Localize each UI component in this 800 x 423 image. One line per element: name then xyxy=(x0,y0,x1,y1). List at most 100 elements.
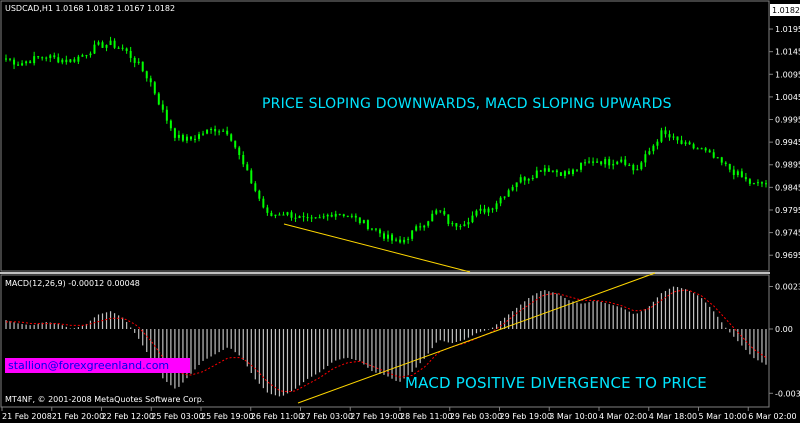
price-candle-body xyxy=(370,228,373,230)
price-candle-body xyxy=(37,56,40,58)
price-candle-body xyxy=(664,130,667,135)
price-candle-body xyxy=(724,162,727,165)
price-candle-body xyxy=(266,207,269,213)
price-candle-body xyxy=(246,164,249,171)
time-tick-label: 26 Feb 11:00 xyxy=(251,412,303,421)
price-candle-body xyxy=(459,226,462,228)
price-candle-body xyxy=(660,130,663,142)
price-candle-body xyxy=(306,217,309,219)
price-tick-label: 0.9745 xyxy=(775,229,800,238)
price-candle-body xyxy=(563,171,566,176)
time-tick-label: 21 Feb 2008 xyxy=(2,412,52,421)
price-candle-body xyxy=(407,238,410,240)
price-candle-body xyxy=(712,152,715,158)
price-candle-body xyxy=(169,120,172,129)
macd-series xyxy=(5,286,767,397)
price-candle-body xyxy=(202,133,205,135)
price-panel-frame xyxy=(0,0,770,272)
macd-tick-label: 0.00 xyxy=(775,325,793,334)
price-candle-body xyxy=(547,168,550,172)
macd-signal-line xyxy=(6,289,767,392)
price-candle-body xyxy=(89,53,92,56)
price-candle-body xyxy=(491,208,494,210)
price-candle-body xyxy=(382,233,385,239)
price-candle-body xyxy=(411,230,414,239)
price-candle-body xyxy=(668,134,671,138)
price-series xyxy=(5,36,767,245)
price-candle-body xyxy=(302,216,305,218)
price-candle-body xyxy=(604,159,607,165)
price-candle-body xyxy=(69,59,72,63)
price-candle-body xyxy=(435,210,438,214)
price-candle-body xyxy=(752,183,755,185)
price-tick-label: 0.9995 xyxy=(775,116,800,125)
price-candle-body xyxy=(314,217,317,219)
price-candle-body xyxy=(81,55,84,57)
price-candle-body xyxy=(620,159,623,162)
price-candle-body xyxy=(559,172,562,176)
price-candle-body xyxy=(447,214,450,224)
price-candle-body xyxy=(495,203,498,210)
price-candle-body xyxy=(571,169,574,175)
price-candle-body xyxy=(73,59,76,62)
price-candle-body xyxy=(250,170,253,184)
price-candle-body xyxy=(511,187,514,191)
price-candle-body xyxy=(5,58,8,60)
price-candle-body xyxy=(463,224,466,227)
price-candle-body xyxy=(451,223,454,225)
price-candle-body xyxy=(286,212,289,215)
price-candle-body xyxy=(608,159,611,166)
price-candle-body xyxy=(515,182,518,188)
macd-tick-label: 0.00238 xyxy=(775,283,800,292)
price-candle-body xyxy=(584,162,587,164)
time-tick-label: 29 Feb 03:00 xyxy=(450,412,502,421)
price-candle-body xyxy=(105,44,108,48)
price-candle-body xyxy=(387,234,390,239)
macd-tick-label: -0.00360 xyxy=(775,389,800,398)
price-candle-body xyxy=(640,162,643,170)
annotation-price-macd-slope: PRICE SLOPING DOWNWARDS, MACD SLOPING UP… xyxy=(262,96,672,112)
price-candle-body xyxy=(656,141,659,146)
price-candle-body xyxy=(17,64,20,66)
price-candle-body xyxy=(576,169,578,171)
price-candle-body xyxy=(238,147,241,155)
price-candle-body xyxy=(403,239,406,243)
price-candle-body xyxy=(708,150,711,153)
price-candle-body xyxy=(612,164,615,166)
price-candle-body xyxy=(294,217,297,219)
macd-trendline[interactable] xyxy=(297,272,656,404)
price-candle-body xyxy=(439,210,442,212)
time-tick-label: 29 Feb 19:00 xyxy=(500,412,552,421)
price-candle-body xyxy=(696,148,699,150)
price-candle-body xyxy=(354,215,357,218)
price-candle-body xyxy=(49,55,52,58)
price-candle-body xyxy=(539,170,542,172)
price-candle-body xyxy=(77,56,80,62)
macd-panel-frame xyxy=(0,274,770,408)
price-candle-body xyxy=(720,157,723,163)
price-candle-body xyxy=(125,48,128,51)
price-candle-body xyxy=(676,136,679,141)
price-candle-body xyxy=(535,170,538,178)
price-candle-body xyxy=(29,61,32,64)
price-candle-body xyxy=(628,164,631,166)
price-candle-body xyxy=(117,47,120,49)
price-candle-body xyxy=(85,55,88,57)
price-candle-body xyxy=(415,226,418,231)
price-candle-body xyxy=(234,140,237,148)
time-tick-label: 3 Mar 10:00 xyxy=(549,412,597,421)
price-candle-body xyxy=(756,182,759,184)
price-tick-label: 0.9695 xyxy=(775,251,800,260)
price-trendline[interactable] xyxy=(283,223,471,273)
price-candle-body xyxy=(391,234,394,241)
current-price-label: 1.0182 xyxy=(772,6,800,15)
price-candle-body xyxy=(700,148,703,150)
time-tick-label: 6 Mar 02:00 xyxy=(748,412,796,421)
price-tick-label: 1.0145 xyxy=(775,48,800,57)
price-candle-body xyxy=(278,214,281,216)
price-candle-body xyxy=(177,134,180,138)
price-candle-body xyxy=(254,183,257,191)
price-candle-body xyxy=(226,130,229,135)
price-candle-body xyxy=(181,134,184,141)
